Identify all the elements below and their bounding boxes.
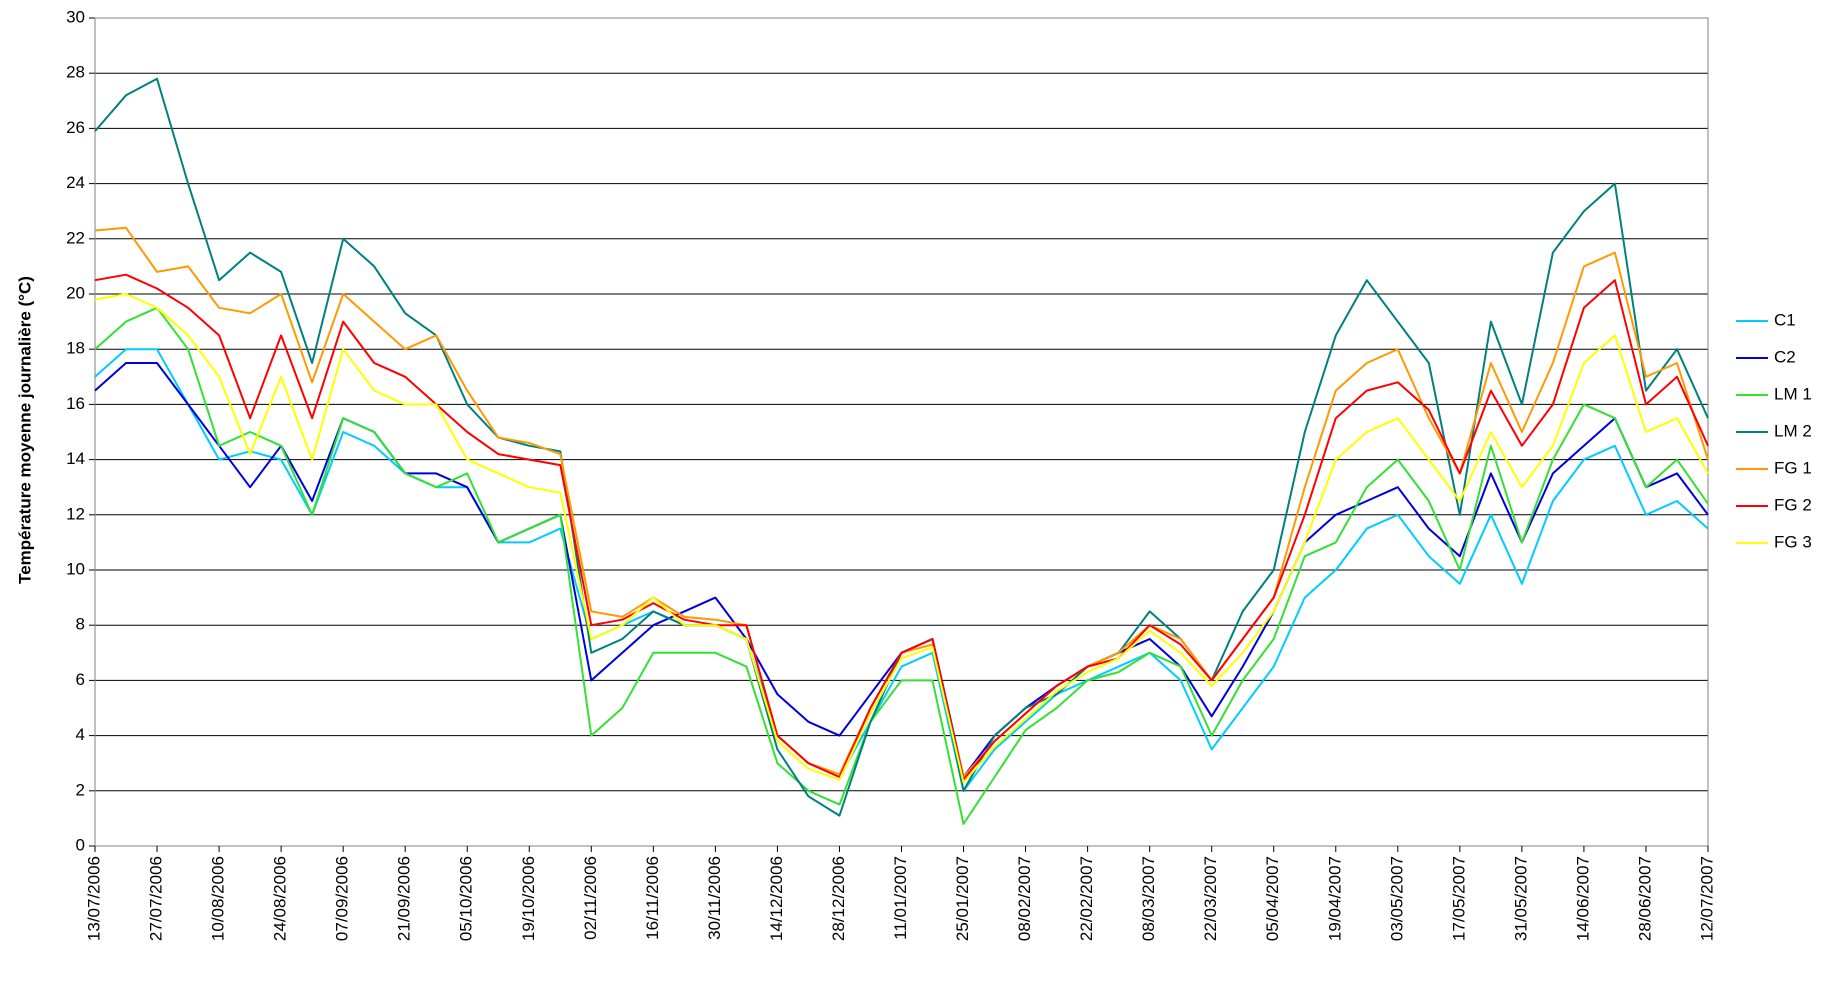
- x-tick-label: 22/03/2007: [1201, 856, 1220, 941]
- legend-label: FG 2: [1774, 495, 1812, 514]
- y-tick-label: 16: [66, 394, 85, 413]
- y-tick-label: 8: [76, 615, 85, 634]
- x-tick-label: 28/06/2007: [1635, 856, 1654, 941]
- series-line: [94, 273, 1709, 781]
- y-tick-label: 18: [66, 339, 85, 358]
- x-tick-label: 25/01/2007: [953, 856, 972, 941]
- legend-label: C1: [1774, 310, 1796, 329]
- legend-label: LM 1: [1774, 384, 1812, 403]
- x-tick-label: 19/10/2006: [519, 856, 538, 941]
- y-tick-label: 12: [66, 504, 85, 523]
- x-tick-label: 12/07/2007: [1697, 856, 1716, 941]
- x-tick-label: 13/07/2006: [84, 856, 103, 941]
- x-tick-label: 02/11/2006: [581, 856, 600, 940]
- x-tick-label: 27/07/2006: [147, 856, 166, 941]
- x-tick-label: 28/12/2006: [829, 856, 848, 941]
- x-tick-label: 05/04/2007: [1263, 856, 1282, 941]
- legend-label: FG 1: [1774, 458, 1812, 477]
- y-tick-label: 2: [76, 780, 85, 799]
- y-tick-label: 10: [66, 559, 85, 578]
- x-tick-label: 19/04/2007: [1325, 856, 1344, 941]
- x-tick-label: 08/03/2007: [1139, 856, 1158, 941]
- y-tick-label: 24: [66, 173, 85, 192]
- x-tick-label: 30/11/2006: [705, 856, 724, 940]
- x-tick-label: 05/10/2006: [457, 856, 476, 941]
- x-tick-label: 22/02/2007: [1077, 856, 1096, 941]
- legend-label: C2: [1774, 347, 1796, 366]
- legend-label: FG 3: [1774, 532, 1812, 551]
- series-line: [94, 306, 1709, 825]
- x-tick-label: 14/12/2006: [767, 856, 786, 941]
- x-tick-label: 16/11/2006: [643, 856, 662, 940]
- x-tick-label: 07/09/2006: [333, 856, 352, 941]
- x-tick-label: 08/02/2007: [1015, 856, 1034, 941]
- series-line: [94, 293, 1709, 784]
- x-tick-label: 03/05/2007: [1387, 856, 1406, 941]
- x-tick-label: 24/08/2006: [271, 856, 290, 941]
- y-tick-label: 30: [66, 7, 85, 26]
- series-line: [94, 348, 1709, 792]
- x-tick-label: 17/05/2007: [1449, 856, 1468, 941]
- y-axis-label: Température moyenne journalière (°C): [15, 276, 34, 584]
- y-tick-label: 6: [76, 670, 85, 689]
- y-tick-label: 22: [66, 228, 85, 247]
- x-tick-label: 21/09/2006: [395, 856, 414, 941]
- y-tick-label: 0: [76, 835, 85, 854]
- y-tick-label: 4: [76, 725, 85, 744]
- y-tick-label: 14: [66, 449, 85, 468]
- y-tick-label: 28: [66, 63, 85, 82]
- x-tick-label: 10/08/2006: [209, 856, 228, 941]
- y-tick-label: 26: [66, 118, 85, 137]
- x-tick-label: 14/06/2007: [1573, 856, 1592, 941]
- x-tick-label: 11/01/2007: [891, 856, 910, 940]
- legend-label: LM 2: [1774, 421, 1812, 440]
- y-tick-label: 20: [66, 283, 85, 302]
- x-tick-label: 31/05/2007: [1511, 856, 1530, 941]
